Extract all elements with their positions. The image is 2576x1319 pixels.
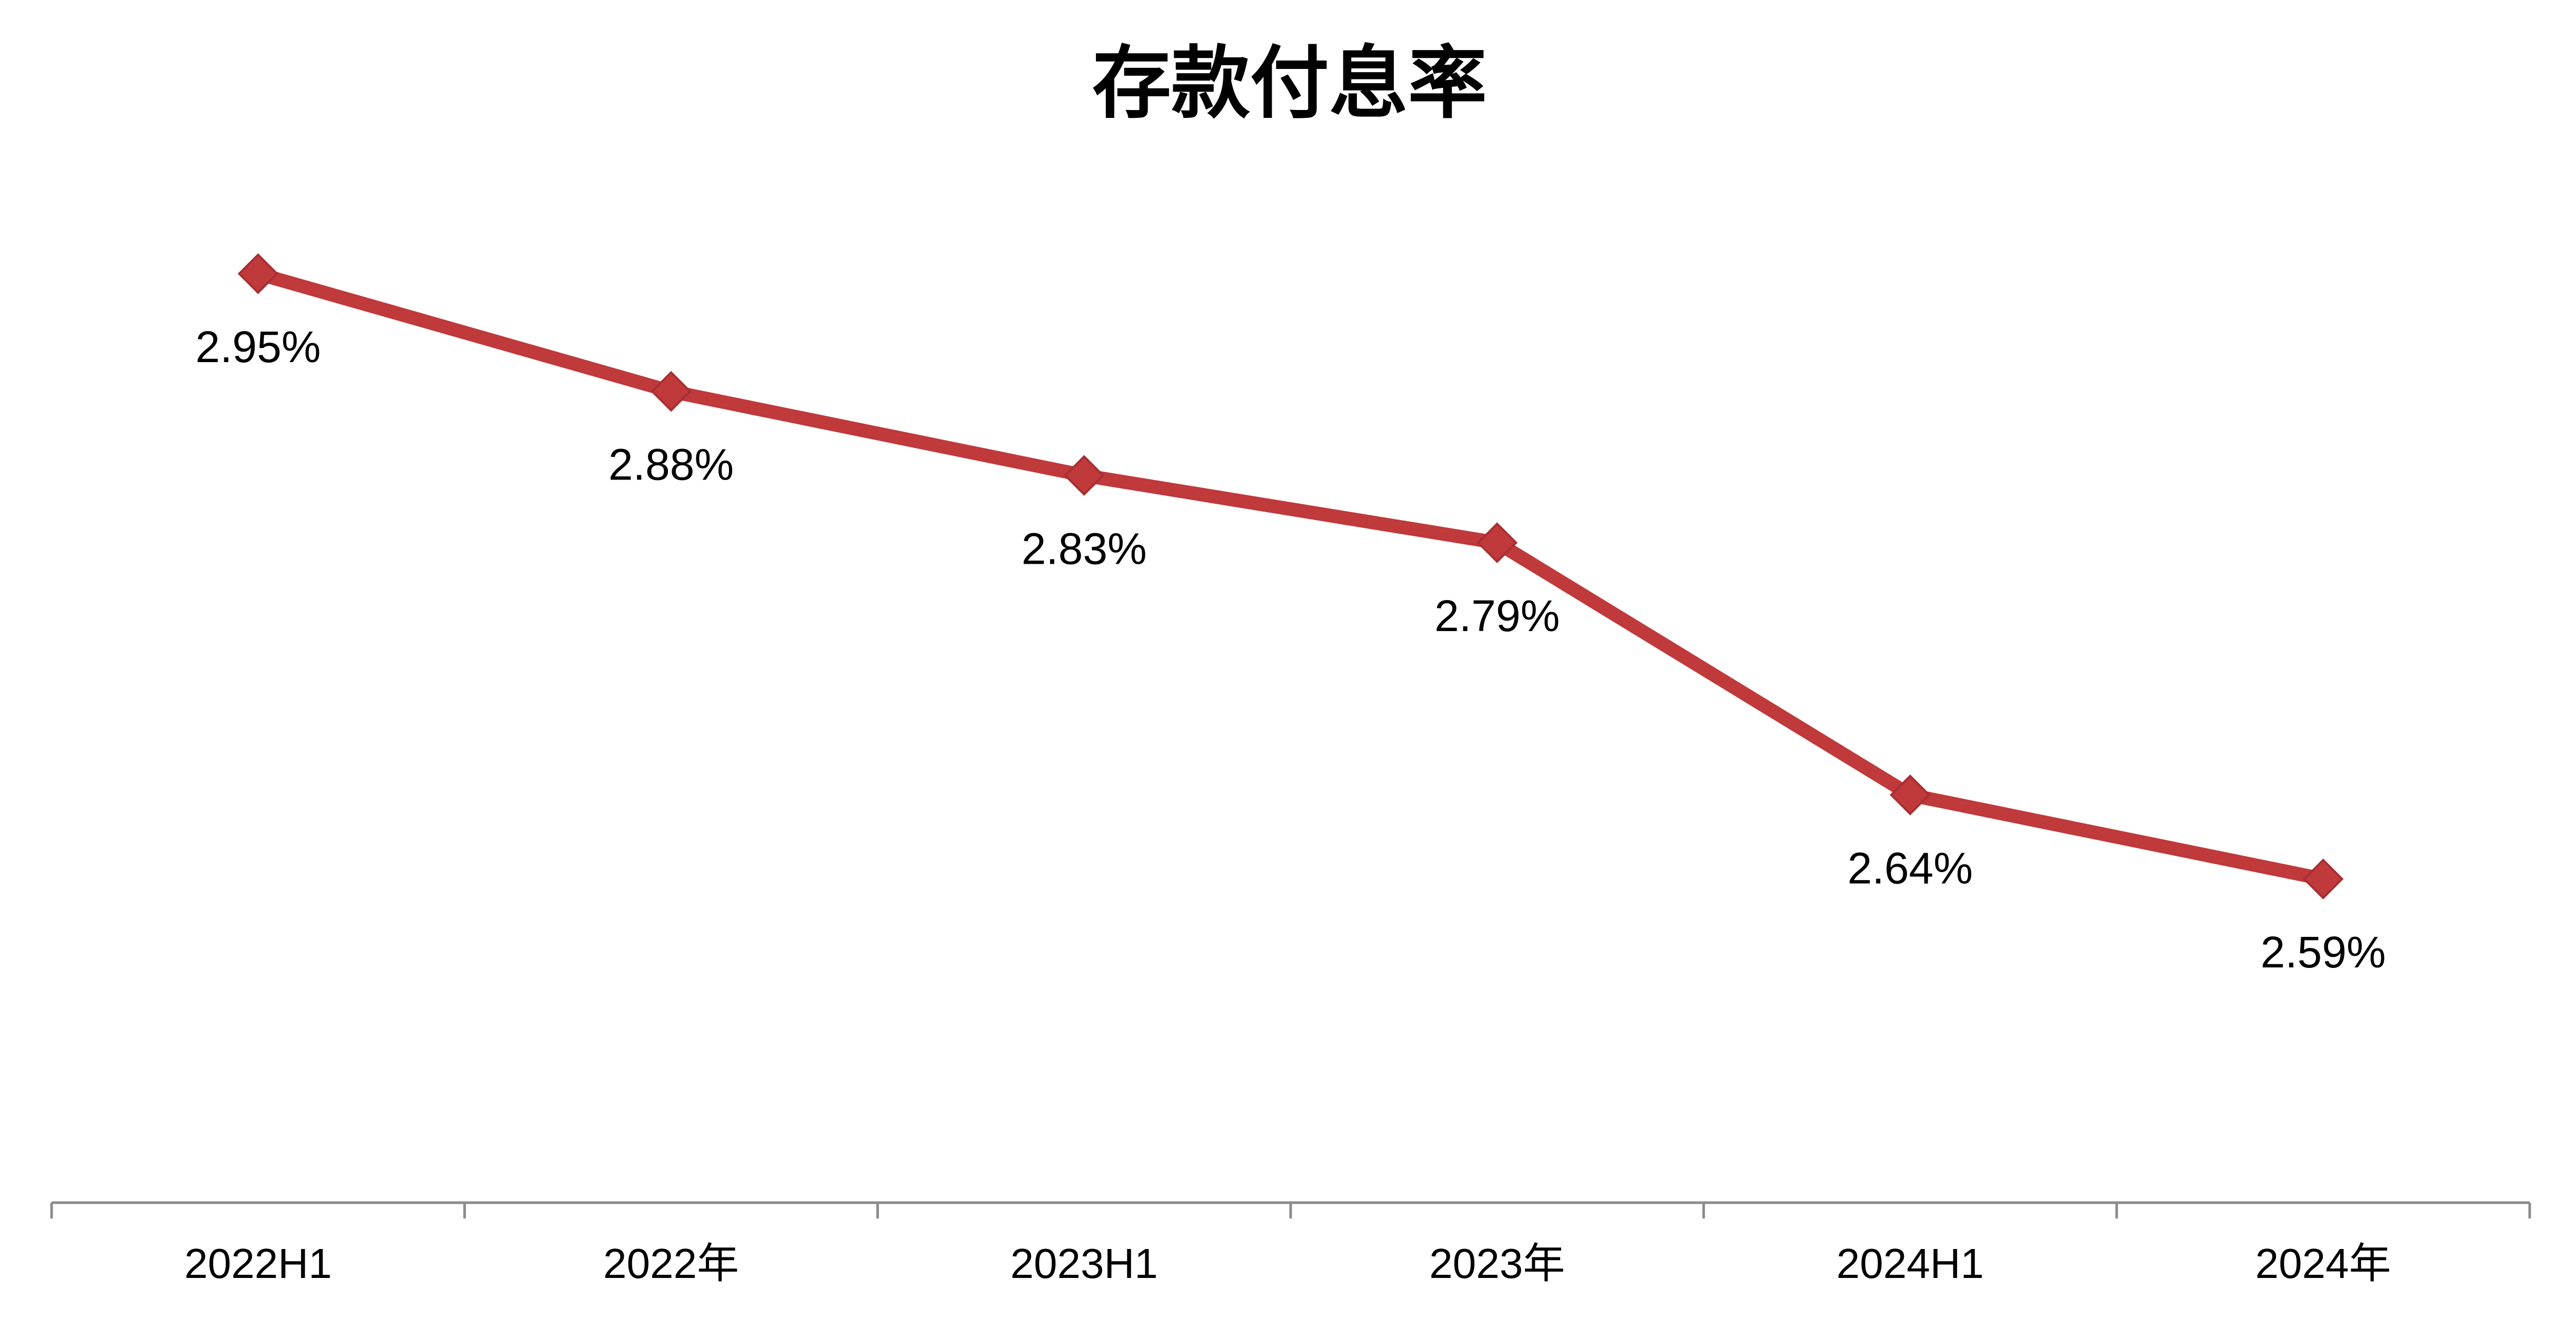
x-tick-label: 2022H1 — [184, 1240, 332, 1287]
x-tick-labels: 2022H1 2022年 2023H1 2023年 2024H1 2024年 — [184, 1240, 2391, 1287]
series-line — [251, 267, 2330, 886]
data-labels: 2.95% 2.88% 2.83% 2.79% 2.64% 2.59% — [195, 322, 2386, 977]
data-point-marker — [2302, 858, 2344, 900]
series-markers — [237, 253, 2344, 900]
data-point-marker — [1890, 774, 1931, 816]
data-point-marker — [1063, 455, 1105, 496]
data-label: 2.95% — [195, 322, 321, 372]
data-point-marker — [1476, 522, 1518, 563]
data-label: 2.64% — [1848, 843, 1973, 893]
chart-title: 存款付息率 — [1092, 37, 1487, 129]
x-tick-label: 2024年 — [2255, 1240, 2391, 1287]
data-label: 2.59% — [2261, 927, 2386, 977]
x-tick-label: 2022年 — [603, 1240, 739, 1287]
series-line-group — [251, 267, 2330, 886]
x-tick-label: 2024H1 — [1836, 1240, 1984, 1287]
data-label: 2.83% — [1022, 524, 1147, 573]
x-axis — [50, 1201, 2531, 1218]
data-label: 2.88% — [608, 440, 734, 489]
data-label: 2.79% — [1434, 591, 1560, 641]
data-point-marker — [237, 253, 279, 294]
x-tick-label: 2023H1 — [1011, 1240, 1158, 1287]
x-tick-label: 2023年 — [1429, 1240, 1565, 1287]
data-point-marker — [651, 371, 692, 412]
